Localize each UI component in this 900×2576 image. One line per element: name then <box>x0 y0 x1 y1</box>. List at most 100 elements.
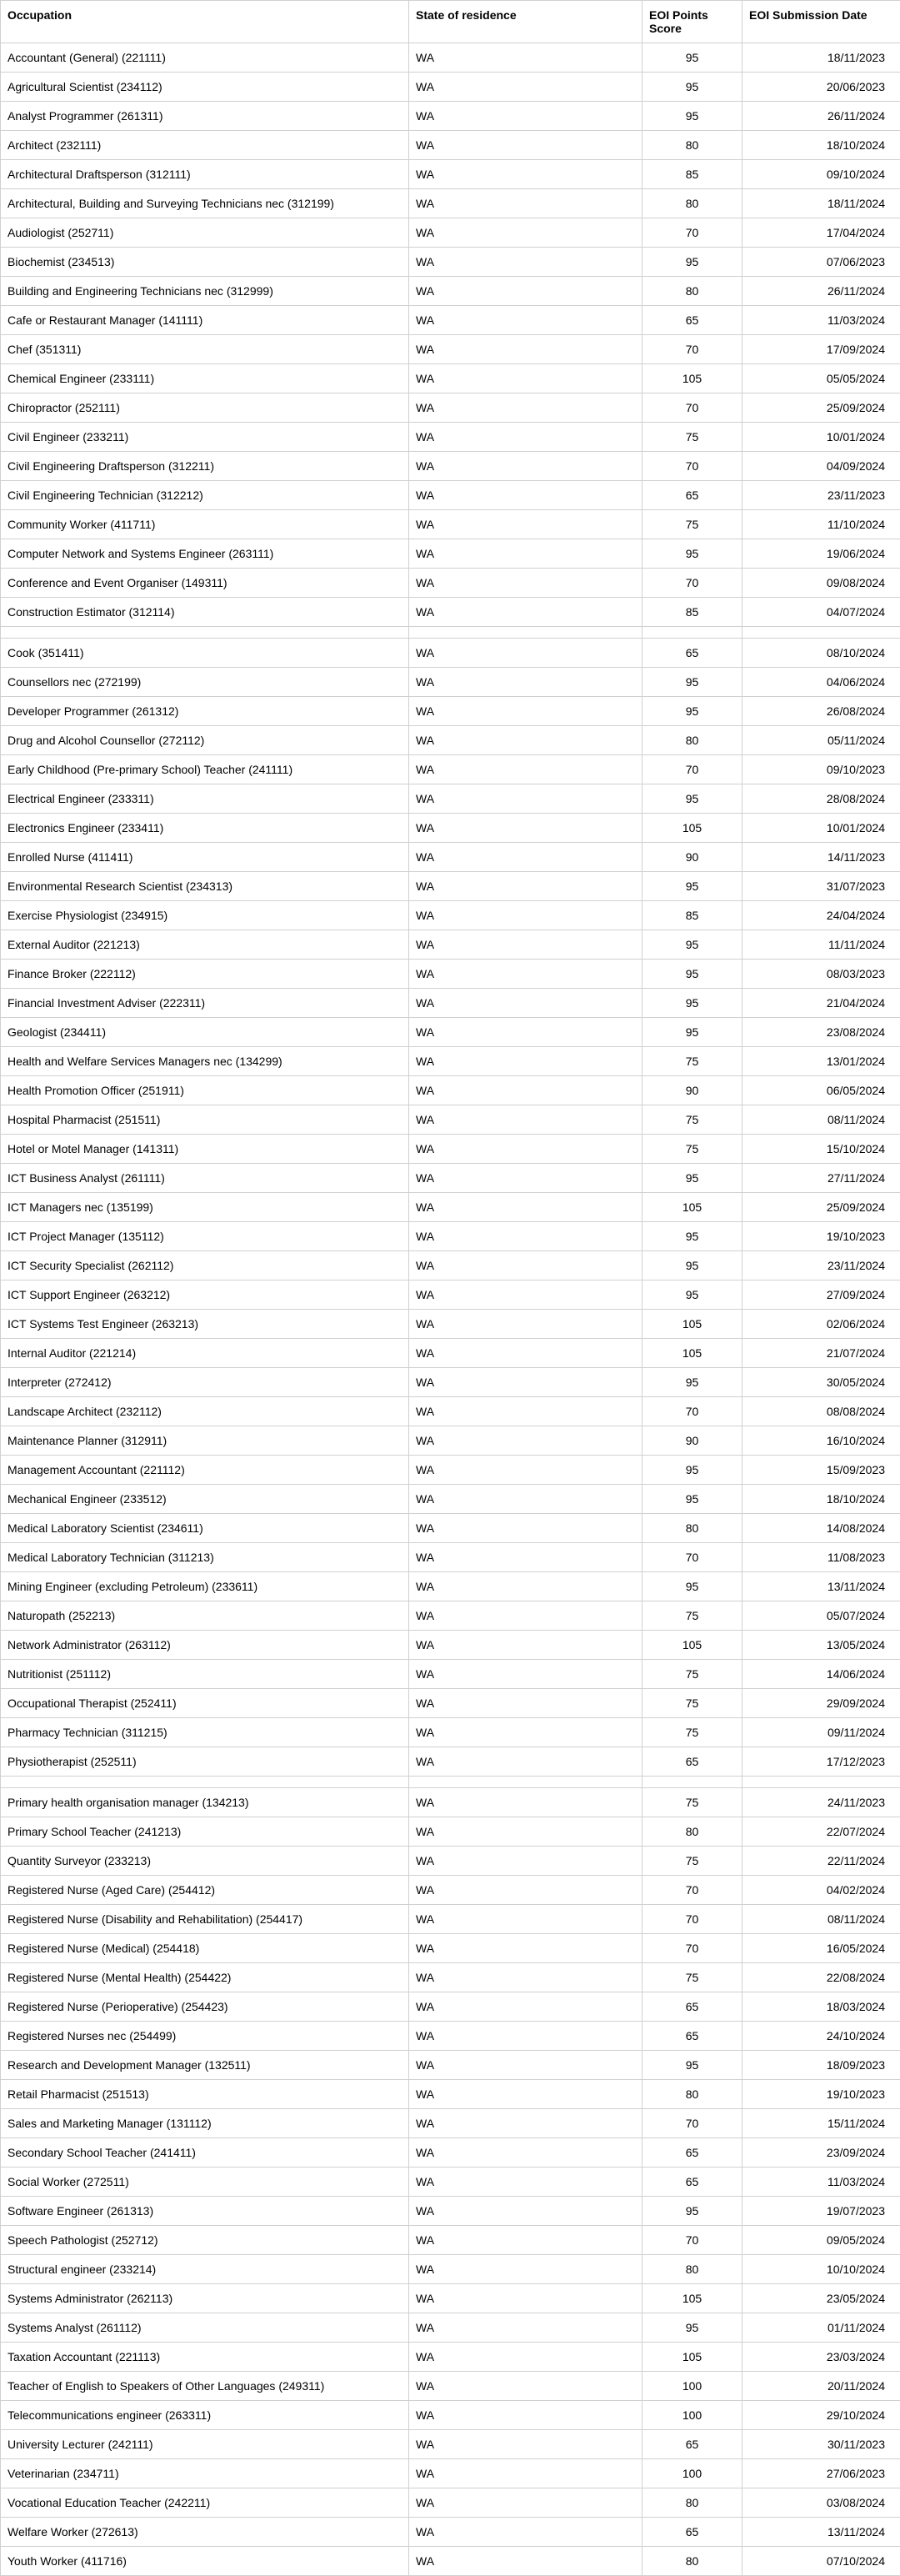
cell-date: 30/11/2023 <box>742 2430 900 2459</box>
cell-score: 75 <box>642 510 742 539</box>
table-row: Speech Pathologist (252712)WA7009/05/202… <box>1 2226 900 2255</box>
cell-date: 09/05/2024 <box>742 2226 900 2255</box>
cell-score: 100 <box>642 2401 742 2430</box>
cell-state: WA <box>409 1339 642 1368</box>
cell-date: 24/11/2023 <box>742 1788 900 1817</box>
cell-date: 24/04/2024 <box>742 901 900 930</box>
cell-state: WA <box>409 160 642 189</box>
table-row: Systems Analyst (261112)WA9501/11/2024 <box>1 2313 900 2343</box>
cell-state: WA <box>409 1456 642 1485</box>
cell-date: 13/11/2024 <box>742 1572 900 1601</box>
table-row: Audiologist (252711)WA7017/04/2024 <box>1 218 900 248</box>
cell-date: 07/10/2024 <box>742 2547 900 2576</box>
cell-state: WA <box>409 989 642 1018</box>
table-row: Cafe or Restaurant Manager (141111)WA651… <box>1 306 900 335</box>
cell-state: WA <box>409 598 642 627</box>
table-row: Maintenance Planner (312911)WA9016/10/20… <box>1 1426 900 1456</box>
cell-state: WA <box>409 2488 642 2518</box>
table-row: Civil Engineering Draftsperson (312211)W… <box>1 452 900 481</box>
cell-score: 75 <box>642 1788 742 1817</box>
cell-date: 17/04/2024 <box>742 218 900 248</box>
cell-score: 105 <box>642 1339 742 1368</box>
table-row: Social Worker (272511)WA6511/03/2024 <box>1 2168 900 2197</box>
cell-date: 27/09/2024 <box>742 1280 900 1310</box>
cell-date: 18/09/2023 <box>742 2051 900 2080</box>
table-row: Vocational Education Teacher (242211)WA8… <box>1 2488 900 2518</box>
cell-date: 22/08/2024 <box>742 1963 900 1992</box>
table-row: Civil Engineer (233211)WA7510/01/2024 <box>1 423 900 452</box>
cell-state: WA <box>409 1076 642 1105</box>
cell-occupation: Nutritionist (251112) <box>1 1660 409 1689</box>
cell-occupation: Registered Nurses nec (254499) <box>1 2022 409 2051</box>
cell-date: 20/11/2024 <box>742 2372 900 2401</box>
cell-occupation: Medical Laboratory Technician (311213) <box>1 1543 409 1572</box>
cell-score: 105 <box>642 1193 742 1222</box>
cell-occupation: Audiologist (252711) <box>1 218 409 248</box>
cell-state: WA <box>409 2109 642 2138</box>
cell-date: 26/11/2024 <box>742 277 900 306</box>
cell-date: 04/09/2024 <box>742 452 900 481</box>
cell-score: 95 <box>642 1456 742 1485</box>
cell-state: WA <box>409 784 642 814</box>
table-row: ICT Project Manager (135112)WA9519/10/20… <box>1 1222 900 1251</box>
cell-occupation: Pharmacy Technician (311215) <box>1 1718 409 1747</box>
cell-state: WA <box>409 1222 642 1251</box>
cell-state: WA <box>409 1543 642 1572</box>
cell-state: WA <box>409 393 642 423</box>
cell-date: 05/11/2024 <box>742 726 900 755</box>
cell-date: 13/05/2024 <box>742 1631 900 1660</box>
cell-score: 80 <box>642 131 742 160</box>
cell-date: 08/03/2023 <box>742 960 900 989</box>
cell-state: WA <box>409 1397 642 1426</box>
cell-score: 105 <box>642 814 742 843</box>
cell-occupation: Welfare Worker (272613) <box>1 2518 409 2547</box>
cell-score: 90 <box>642 1076 742 1105</box>
cell-score: 95 <box>642 73 742 102</box>
cell-occupation: Taxation Accountant (221113) <box>1 2343 409 2372</box>
cell-state: WA <box>409 2372 642 2401</box>
cell-score: 105 <box>642 2284 742 2313</box>
cell-date: 02/06/2024 <box>742 1310 900 1339</box>
cell-state: WA <box>409 2518 642 2547</box>
cell-date: 20/06/2023 <box>742 73 900 102</box>
table-row: Developer Programmer (261312)WA9526/08/2… <box>1 697 900 726</box>
table-row: Welfare Worker (272613)WA6513/11/2024 <box>1 2518 900 2547</box>
cell-date: 05/07/2024 <box>742 1601 900 1631</box>
cell-state: WA <box>409 843 642 872</box>
cell-date: 18/10/2024 <box>742 131 900 160</box>
col-occupation: Occupation <box>1 1 409 43</box>
cell-state: WA <box>409 2547 642 2576</box>
cell-date: 11/03/2024 <box>742 2168 900 2197</box>
cell-state: WA <box>409 872 642 901</box>
cell-score: 95 <box>642 784 742 814</box>
table-row: Counsellors nec (272199)WA9504/06/2024 <box>1 668 900 697</box>
cell-occupation: Interpreter (272412) <box>1 1368 409 1397</box>
cell-score: 70 <box>642 1905 742 1934</box>
cell-state: WA <box>409 668 642 697</box>
table-row: Hospital Pharmacist (251511)WA7508/11/20… <box>1 1105 900 1135</box>
cell-date: 31/07/2023 <box>742 872 900 901</box>
cell-occupation: ICT Support Engineer (263212) <box>1 1280 409 1310</box>
cell-date: 09/10/2023 <box>742 755 900 784</box>
cell-score: 95 <box>642 1222 742 1251</box>
cell-state: WA <box>409 2226 642 2255</box>
cell-date: 09/08/2024 <box>742 569 900 598</box>
cell-date: 23/11/2024 <box>742 1251 900 1280</box>
cell-date: 15/09/2023 <box>742 1456 900 1485</box>
col-score: EOI Points Score <box>642 1 742 43</box>
cell-date: 26/11/2024 <box>742 102 900 131</box>
table-row: Building and Engineering Technicians nec… <box>1 277 900 306</box>
cell-score: 95 <box>642 1164 742 1193</box>
cell-occupation: Cook (351411) <box>1 639 409 668</box>
cell-occupation: Retail Pharmacist (251513) <box>1 2080 409 2109</box>
cell-score: 95 <box>642 2051 742 2080</box>
table-row: Landscape Architect (232112)WA7008/08/20… <box>1 1397 900 1426</box>
cell-state: WA <box>409 131 642 160</box>
cell-score: 70 <box>642 1876 742 1905</box>
cell-state: WA <box>409 1164 642 1193</box>
table-header: Occupation State of residence EOI Points… <box>1 1 900 43</box>
cell-occupation: Physiotherapist (252511) <box>1 1747 409 1777</box>
cell-date: 08/11/2024 <box>742 1905 900 1934</box>
cell-state: WA <box>409 1747 642 1777</box>
cell-score: 75 <box>642 1718 742 1747</box>
